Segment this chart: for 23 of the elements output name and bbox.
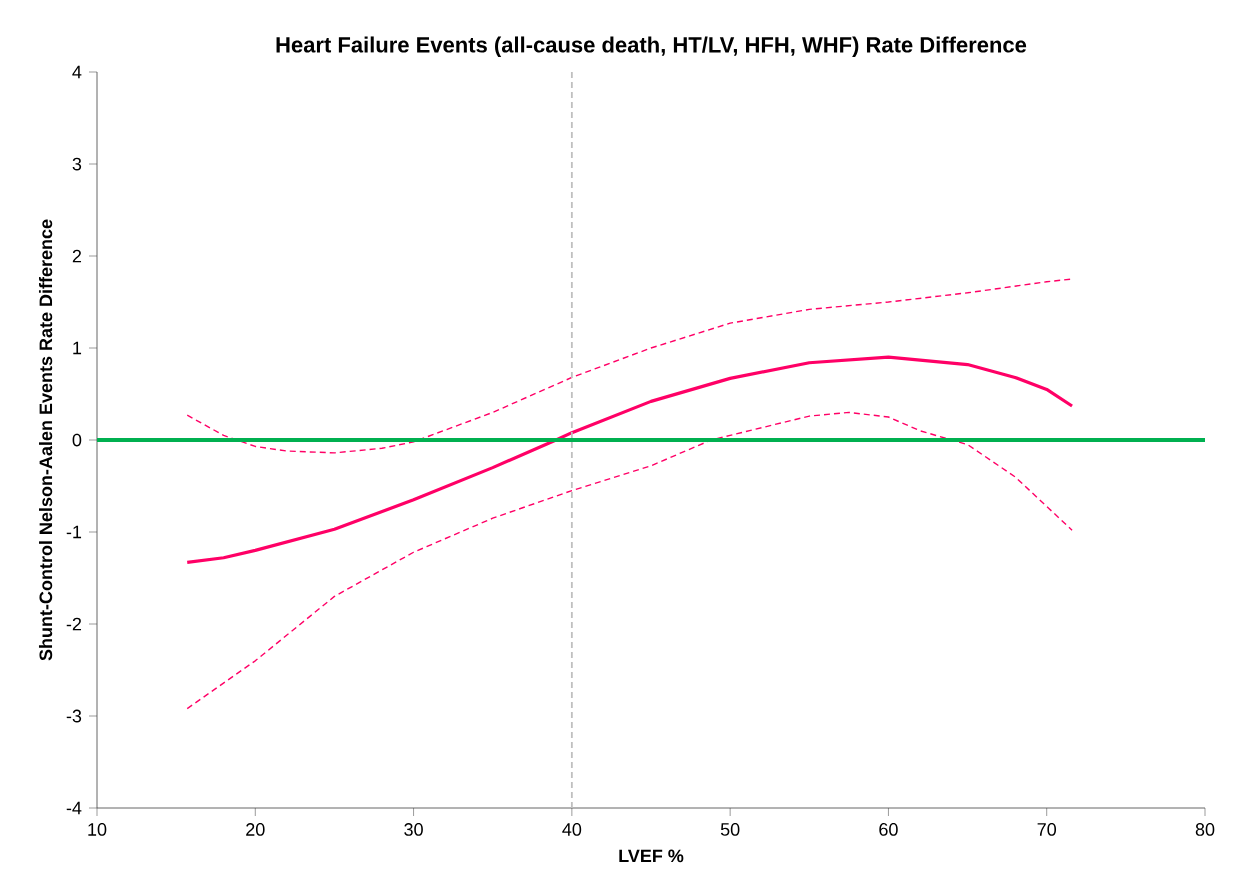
y-tick-label: -4 bbox=[66, 801, 82, 815]
y-tick-label: 0 bbox=[72, 433, 82, 447]
line-series bbox=[185, 355, 1074, 564]
y-tick-label: -2 bbox=[66, 617, 82, 631]
y-tick-label: 3 bbox=[72, 157, 82, 171]
chart-title: Heart Failure Events (all-cause death, HT/LV, HFH, WHF) Rate Difference bbox=[276, 36, 1027, 57]
y-tick-label: -1 bbox=[66, 525, 82, 539]
line-series bbox=[186, 411, 1073, 710]
y-axis-title: Shunt-Control Nelson-Aalen Events Rate Difference bbox=[38, 219, 53, 661]
y-tick-label: -3 bbox=[66, 709, 82, 723]
x-tick-label: 70 bbox=[1037, 823, 1057, 836]
x-tick-label: 80 bbox=[1195, 823, 1215, 836]
x-tick-label: 20 bbox=[246, 823, 265, 836]
x-tick-label: 10 bbox=[88, 823, 107, 836]
y-tick-label: 1 bbox=[73, 341, 82, 355]
x-tick-label: 60 bbox=[879, 823, 898, 836]
y-tick-label: 2 bbox=[72, 249, 82, 263]
x-axis-title: LVEF % bbox=[619, 849, 684, 863]
x-tick-label: 40 bbox=[562, 823, 582, 836]
line-series bbox=[186, 278, 1073, 454]
x-tick-label: 30 bbox=[404, 823, 423, 836]
y-tick-label: 4 bbox=[72, 65, 82, 79]
x-tick-label: 50 bbox=[720, 823, 740, 836]
